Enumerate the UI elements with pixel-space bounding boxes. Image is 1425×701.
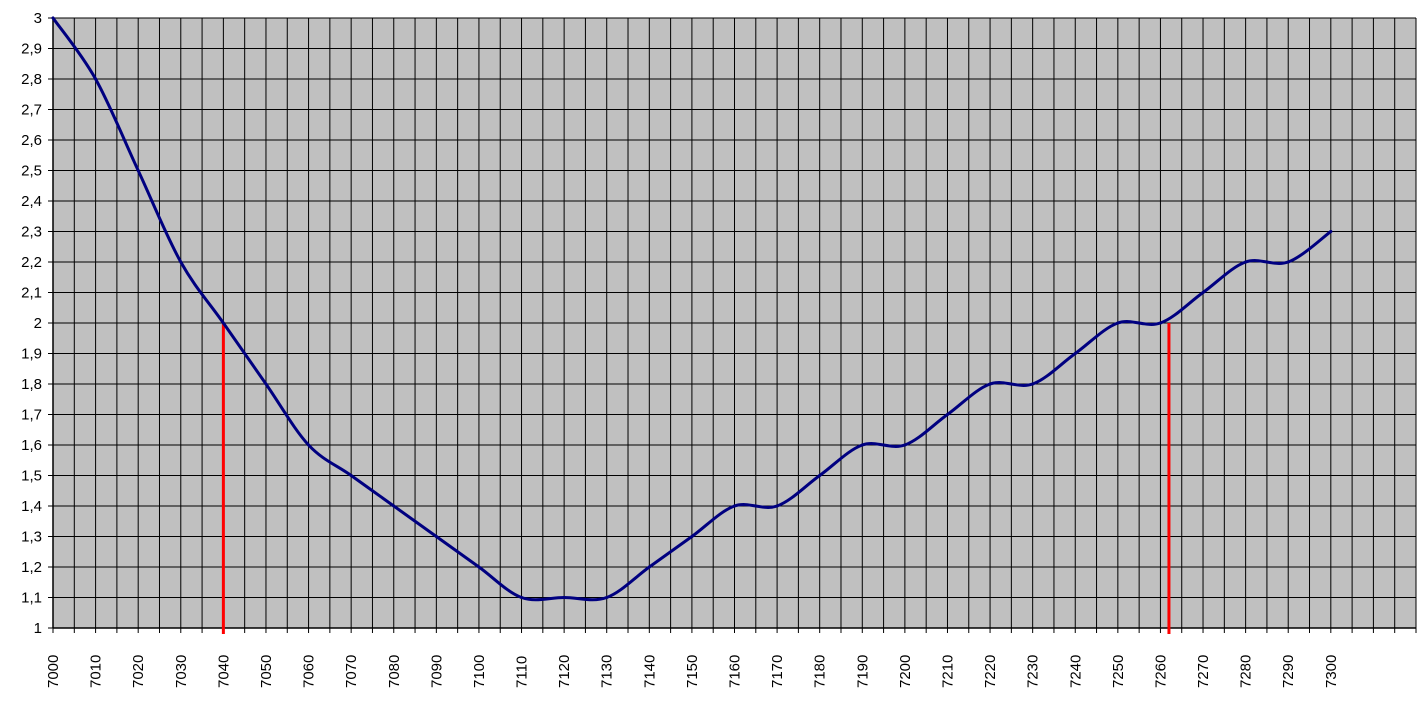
x-tick-label: 7250 <box>1110 655 1127 688</box>
data-point <box>1116 321 1120 325</box>
x-tick-label: 7290 <box>1280 655 1297 688</box>
data-point <box>434 535 438 538</box>
x-tick-label: 7220 <box>982 655 999 688</box>
data-point <box>945 413 949 416</box>
y-tick-label: 1,2 <box>21 559 42 576</box>
y-tick-label: 1,5 <box>21 468 42 485</box>
y-tick-label: 1,6 <box>21 437 42 454</box>
data-point <box>477 565 481 569</box>
x-tick-label: 7230 <box>1025 655 1042 688</box>
x-tick-label: 7240 <box>1067 655 1084 688</box>
data-point <box>179 260 183 264</box>
x-tick-label: 7060 <box>301 655 318 688</box>
data-point <box>818 474 822 477</box>
data-point <box>392 504 396 508</box>
x-tick-label: 7140 <box>641 655 658 688</box>
y-tick-label: 2,6 <box>21 132 42 149</box>
x-tick-label: 7090 <box>428 655 445 688</box>
y-tick-label: 2,4 <box>21 193 42 210</box>
x-tick-label: 7100 <box>471 655 488 688</box>
y-tick-label: 2,9 <box>21 41 42 58</box>
x-axis-ticks: 7000 7010 7020 7030 7040 7050 7060 7070 7080 7090… <box>45 628 1417 688</box>
data-point <box>1244 260 1248 264</box>
series <box>51 16 1333 602</box>
data-point <box>1073 352 1077 355</box>
x-tick-label: 7050 <box>258 655 275 688</box>
x-tick-label: 7280 <box>1238 655 1255 688</box>
y-tick-label: 2,8 <box>21 71 42 88</box>
x-tick-label: 7180 <box>812 655 829 688</box>
y-tick-label: 2,1 <box>21 285 42 302</box>
x-tick-label: 7130 <box>599 655 616 688</box>
y-tick-label: 2,2 <box>21 254 42 271</box>
data-point <box>307 443 311 447</box>
data-point <box>94 77 98 81</box>
series-line <box>51 16 1333 602</box>
x-tick-label: 7210 <box>939 655 956 688</box>
x-tick-label: 7150 <box>684 655 701 688</box>
y-tick-label: 2,5 <box>21 163 42 180</box>
data-point <box>605 596 609 599</box>
data-point <box>349 474 353 477</box>
x-tick-label: 7010 <box>88 655 105 688</box>
data-point <box>1329 230 1333 233</box>
data-point <box>1158 321 1162 325</box>
data-point <box>264 382 268 386</box>
y-tick-label: 1,1 <box>21 590 42 607</box>
x-tick-label: 7170 <box>769 655 786 688</box>
data-point <box>903 443 907 447</box>
y-tick-label: 1,8 <box>21 376 42 393</box>
x-tick-label: 7120 <box>556 655 573 688</box>
data-point <box>775 504 779 508</box>
y-tick-label: 1,4 <box>21 498 42 515</box>
data-point <box>647 565 651 569</box>
x-tick-label: 7270 <box>1195 655 1212 688</box>
y-tick-label: 2,3 <box>21 224 42 241</box>
y-tick-label: 1,3 <box>21 529 42 546</box>
y-tick-label: 1,7 <box>21 407 42 424</box>
y-tick-label: 2,7 <box>21 102 42 119</box>
data-point <box>1201 291 1205 294</box>
y-tick-label: 1 <box>34 620 42 637</box>
data-point <box>988 382 992 386</box>
data-point <box>51 16 55 20</box>
reference-lines <box>221 323 1171 634</box>
data-point <box>733 504 736 508</box>
data-point <box>562 596 566 599</box>
x-tick-label: 7300 <box>1323 655 1340 688</box>
y-axis-ticks: 1 1,1 1,2 1,3 1,4 1,5 1,6 1,7 1,8 1,9 2 2,1 2,2 2,3 2,… <box>21 10 53 637</box>
x-tick-label: 7260 <box>1152 655 1169 688</box>
x-tick-label: 7070 <box>343 655 360 688</box>
x-tick-label: 7200 <box>897 655 914 688</box>
y-tick-label: 1,9 <box>21 346 42 363</box>
y-tick-label: 2 <box>34 315 42 332</box>
x-tick-label: 7030 <box>173 655 190 688</box>
data-point <box>860 443 864 447</box>
data-point <box>1286 260 1290 264</box>
data-point <box>1031 382 1035 386</box>
data-point <box>690 535 694 538</box>
data-point <box>221 321 225 325</box>
x-tick-label: 7040 <box>215 655 232 688</box>
x-tick-label: 7160 <box>727 655 744 688</box>
x-tick-label: 7080 <box>386 655 403 688</box>
x-tick-label: 7020 <box>130 655 147 688</box>
x-tick-label: 7000 <box>45 655 62 688</box>
data-point <box>136 169 140 172</box>
grid-lines <box>52 17 1417 629</box>
x-tick-label: 7110 <box>514 656 531 688</box>
data-point <box>520 596 524 599</box>
y-tick-label: 3 <box>34 10 42 27</box>
x-tick-label: 7190 <box>854 655 871 688</box>
